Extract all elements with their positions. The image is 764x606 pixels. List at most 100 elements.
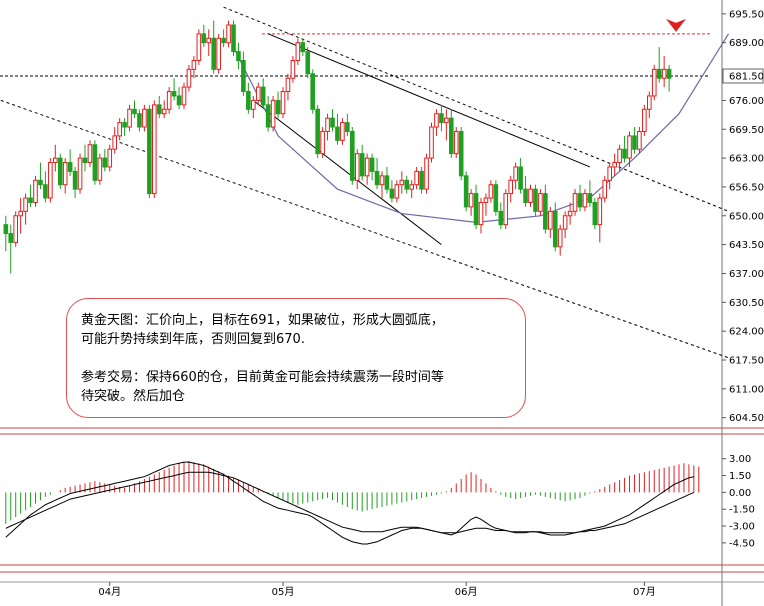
note-line-4: 待突破。然后加仓 <box>81 389 186 404</box>
candle-body <box>612 162 617 168</box>
candle-body <box>18 210 23 217</box>
candle-body <box>364 157 370 177</box>
candle-body <box>300 42 306 53</box>
candle-body <box>255 86 261 101</box>
candle-body <box>478 201 484 226</box>
candle-body <box>458 130 464 177</box>
price-tick-label: 611.00 <box>729 384 764 395</box>
candle-body <box>369 157 375 172</box>
candle-body <box>523 188 528 203</box>
note-line-1: 黄金天图：汇价向上，目标在691，如果破位，形成大圆弧底， <box>81 313 444 328</box>
price-tick-label: 637.00 <box>729 269 764 280</box>
candle-body <box>310 73 315 110</box>
candle-body <box>508 179 513 195</box>
macd-dea-line <box>5 471 695 534</box>
candle-body <box>285 77 291 93</box>
candle-body <box>345 122 350 132</box>
channel-lower-line <box>252 100 442 246</box>
candle-body <box>607 166 613 181</box>
candle-body <box>483 197 489 203</box>
candle-body <box>3 224 9 235</box>
candle-body <box>666 68 672 79</box>
candle-body <box>488 184 494 199</box>
candle-body <box>572 193 578 212</box>
candle-body <box>389 188 395 199</box>
price-tick-label: 617.50 <box>729 356 764 367</box>
price-tick-label: 604.50 <box>729 413 764 424</box>
outer-lower-trendline <box>0 99 729 359</box>
candle-body <box>493 184 499 212</box>
candle-body <box>201 33 207 44</box>
candle-body <box>528 188 533 203</box>
candle-body <box>533 188 538 212</box>
macd-tick-label: -3.00 <box>729 522 755 533</box>
candle-body <box>107 148 113 168</box>
candle-body <box>186 68 192 88</box>
time-tick-label: 07月 <box>633 586 656 598</box>
candle-body <box>651 68 657 97</box>
candle-body <box>28 197 33 203</box>
candle-body <box>414 170 419 186</box>
candle-body <box>33 179 38 203</box>
target-arrow-marker <box>666 18 686 32</box>
candle-body <box>567 210 573 217</box>
candle-body <box>642 108 647 132</box>
macd-tick-label: 1.50 <box>729 471 751 482</box>
candle-body <box>429 126 434 159</box>
candle-body <box>315 108 320 155</box>
candle-body <box>562 215 568 230</box>
trend-lines <box>0 6 730 359</box>
analysis-note: 黄金天图：汇价向上，目标在691，如果破位，形成大圆弧底， 可能升势持续到年底，… <box>66 298 526 418</box>
candle-body <box>453 130 459 155</box>
candle-body <box>171 91 177 97</box>
candle-body <box>404 179 410 190</box>
candle-body <box>132 108 137 115</box>
candle-body <box>142 108 147 128</box>
candle-body <box>305 51 311 75</box>
candle-body <box>320 130 325 155</box>
candle-body <box>117 122 122 137</box>
candle-body <box>350 130 355 181</box>
time-tick-label: 05月 <box>272 586 295 598</box>
candle-body <box>295 42 301 61</box>
candle-body <box>354 153 360 181</box>
candle-body <box>577 193 583 208</box>
candle-body <box>260 86 266 106</box>
macd-dif-line <box>5 461 695 545</box>
candle-body <box>62 162 68 186</box>
candle-body <box>637 130 642 150</box>
candle-body <box>72 170 78 190</box>
candle-body <box>552 210 558 248</box>
candle-body <box>325 117 330 132</box>
candle-body <box>280 91 286 115</box>
price-tick-label: 650.00 <box>729 211 764 222</box>
candle-body <box>127 108 132 128</box>
candle-body <box>251 99 256 110</box>
price-tick-label: 630.50 <box>729 298 764 309</box>
candle-body <box>57 157 63 186</box>
price-tick-label: 663.00 <box>729 154 764 165</box>
candle-body <box>211 37 216 70</box>
candle-body <box>216 37 221 70</box>
candle-body <box>122 122 127 128</box>
upper-dashed-trendline <box>223 6 729 212</box>
candle-body <box>231 24 236 53</box>
candle-body <box>23 197 28 212</box>
time-tick-label: 04月 <box>98 586 121 598</box>
candle-body <box>627 135 632 159</box>
candle-body <box>449 117 454 155</box>
candle-body <box>399 179 405 186</box>
candlesticks <box>3 20 672 274</box>
candle-body <box>632 135 637 150</box>
candle-body <box>226 24 231 44</box>
candle-body <box>592 201 598 226</box>
macd-tick-label: -4.50 <box>729 538 755 549</box>
candle-body <box>152 104 157 195</box>
candle-body <box>587 193 593 203</box>
candle-body <box>379 175 385 186</box>
macd-panel <box>5 460 700 545</box>
rounded-bottom-arc <box>232 33 730 224</box>
candle-body <box>8 233 14 243</box>
candle-body <box>77 157 83 190</box>
